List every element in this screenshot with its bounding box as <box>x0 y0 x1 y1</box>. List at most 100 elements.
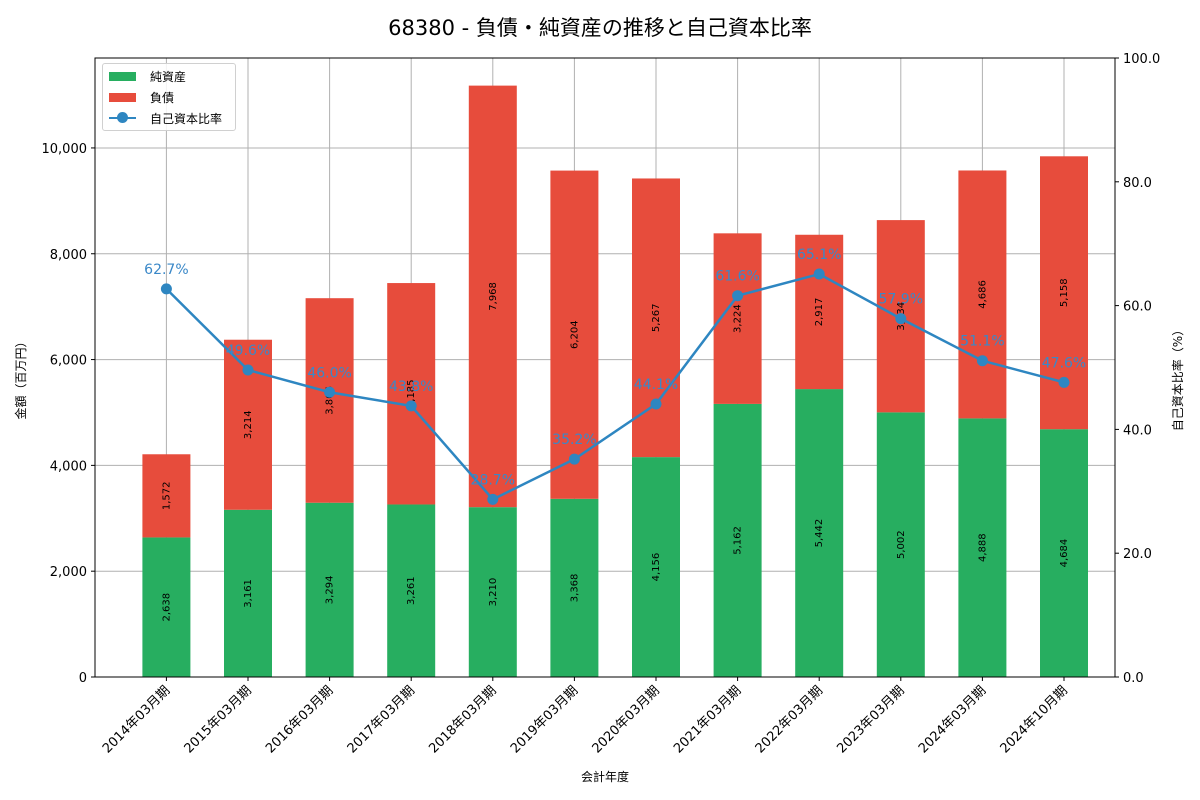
bar-value-label: 5,158 <box>1059 278 1070 307</box>
equity-ratio-label: 49.6% <box>226 343 270 359</box>
bar-value-label: 4,185 <box>406 379 417 408</box>
legend-item-net-assets: 純資産 <box>109 67 186 85</box>
equity-ratio-label: 44.1% <box>634 377 678 393</box>
bar-liabilities <box>142 454 191 538</box>
bar-value-label: 4,684 <box>1059 539 1070 568</box>
x-tick-label: 2019年03月期 <box>508 683 581 756</box>
bar-net-assets <box>387 504 436 677</box>
legend-item-liabilities: 負債 <box>109 88 174 106</box>
equity-ratio-point <box>1058 376 1070 388</box>
bar-value-label: 6,204 <box>569 320 580 349</box>
equity-ratio-label: 46.0% <box>307 365 351 381</box>
bar-value-label: 3,261 <box>406 576 417 605</box>
bar-net-assets <box>876 412 925 677</box>
bar-net-assets <box>468 507 517 677</box>
bar-value-label: 1,572 <box>161 482 172 511</box>
legend: 純資産 負債 自己資本比率 <box>102 63 236 131</box>
line-marker-icon <box>109 109 136 127</box>
bar-net-assets <box>958 418 1007 677</box>
x-tick-label: 2017年03月期 <box>345 683 418 756</box>
x-tick-label: 2024年03月期 <box>916 683 989 756</box>
bar-value-label: 3,214 <box>243 410 254 439</box>
equity-ratio-point <box>568 453 580 465</box>
y-axis-label: 金額（百万円） <box>13 335 28 419</box>
bar-value-label: 7,968 <box>488 282 499 311</box>
chart-title: 68380 - 負債・純資産の推移と自己資本比率 <box>388 16 812 40</box>
legend-label: 自己資本比率 <box>150 111 223 126</box>
x-tick-label: 2016年03月期 <box>263 683 336 756</box>
y2-tick-label: 60.0 <box>1123 300 1152 315</box>
x-tick-label: 2022年03月期 <box>753 683 826 756</box>
bar-net-assets <box>142 537 191 677</box>
bar-value-label: 5,267 <box>651 303 662 332</box>
equity-ratio-label: 61.6% <box>715 269 759 285</box>
plot-frame <box>94 57 1116 678</box>
equity-ratio-label: 43.8% <box>389 379 433 395</box>
y-tick-label: 0 <box>79 671 87 686</box>
x-tick-label: 2014年03月期 <box>100 683 173 756</box>
x-tick-label: 2024年10月期 <box>998 683 1071 756</box>
y2-axis-label: 自己資本比率（%） <box>1170 324 1185 431</box>
bar-value-label: 5,442 <box>814 519 825 548</box>
legend-item-equity-ratio: 自己資本比率 <box>109 109 222 127</box>
equity-ratio-point <box>813 268 825 280</box>
x-tick-label: 2018年03月期 <box>426 683 499 756</box>
x-tick-label: 2015年03月期 <box>182 683 255 756</box>
equity-ratio-point <box>976 355 988 367</box>
bar-value-label: 2,638 <box>161 593 172 622</box>
bar-value-label: 3,866 <box>325 386 336 415</box>
x-tick-label: 2021年03月期 <box>671 683 744 756</box>
bar-net-assets <box>632 457 680 677</box>
bar-liabilities <box>795 234 844 390</box>
bar-liabilities <box>305 298 354 503</box>
bar-value-label: 5,162 <box>733 526 744 555</box>
bar-value-label: 3,161 <box>243 579 254 608</box>
bar-net-assets <box>713 403 762 677</box>
bar-net-assets <box>1040 429 1088 677</box>
x-tick-label: 2020年03月期 <box>590 683 663 756</box>
bar-liabilities <box>958 170 1007 419</box>
bar-value-label: 3,210 <box>488 578 499 607</box>
bar-value-label: 5,002 <box>896 530 907 559</box>
equity-ratio-label: 57.9% <box>879 292 923 308</box>
net-assets-swatch <box>109 71 136 81</box>
bar-value-label: 3,294 <box>325 576 336 605</box>
equity-ratio-point <box>160 283 172 295</box>
bar-liabilities <box>468 85 517 508</box>
bar-net-assets <box>795 389 844 677</box>
equity-ratio-point <box>405 400 417 412</box>
equity-ratio-label: 28.7% <box>471 472 515 488</box>
bar-value-label: 4,888 <box>977 533 988 562</box>
bar-liabilities <box>387 283 436 505</box>
bar-net-assets <box>224 509 272 677</box>
equity-ratio-point <box>895 313 907 325</box>
y-tick-label: 4,000 <box>50 459 87 474</box>
y2-tick-label: 20.0 <box>1123 547 1152 562</box>
bar-value-label: 2,917 <box>814 298 825 327</box>
equity-ratio-line <box>165 272 1065 501</box>
bar-net-assets <box>550 498 599 677</box>
legend-label: 純資産 <box>150 69 187 84</box>
equity-ratio-label: 65.1% <box>797 247 841 263</box>
y-tick-label: 8,000 <box>50 248 87 263</box>
y-tick-label: 6,000 <box>50 354 87 369</box>
bar-liabilities <box>632 178 680 458</box>
equity-ratio-point <box>650 398 662 410</box>
equity-ratio-label: 51.1% <box>960 334 1004 350</box>
legend-label: 負債 <box>150 90 175 105</box>
equity-ratio-point <box>324 386 336 398</box>
bar-liabilities <box>550 170 599 499</box>
bar-value-label: 4,156 <box>651 553 662 582</box>
x-tick-label: 2023年03月期 <box>834 683 907 756</box>
y2-tick-label: 100.0 <box>1123 52 1160 67</box>
equity-ratio-point <box>732 290 744 302</box>
equity-ratio-label: 47.6% <box>1042 355 1086 371</box>
equity-ratio-label: 35.2% <box>552 432 596 448</box>
equity-ratio-point <box>487 493 499 505</box>
y-tick-label: 2,000 <box>50 565 87 580</box>
bar-value-label: 3,368 <box>569 574 580 603</box>
equity-ratio-point <box>242 364 254 376</box>
x-axis-label: 会計年度 <box>581 769 629 784</box>
y2-tick-label: 0.0 <box>1123 671 1144 686</box>
